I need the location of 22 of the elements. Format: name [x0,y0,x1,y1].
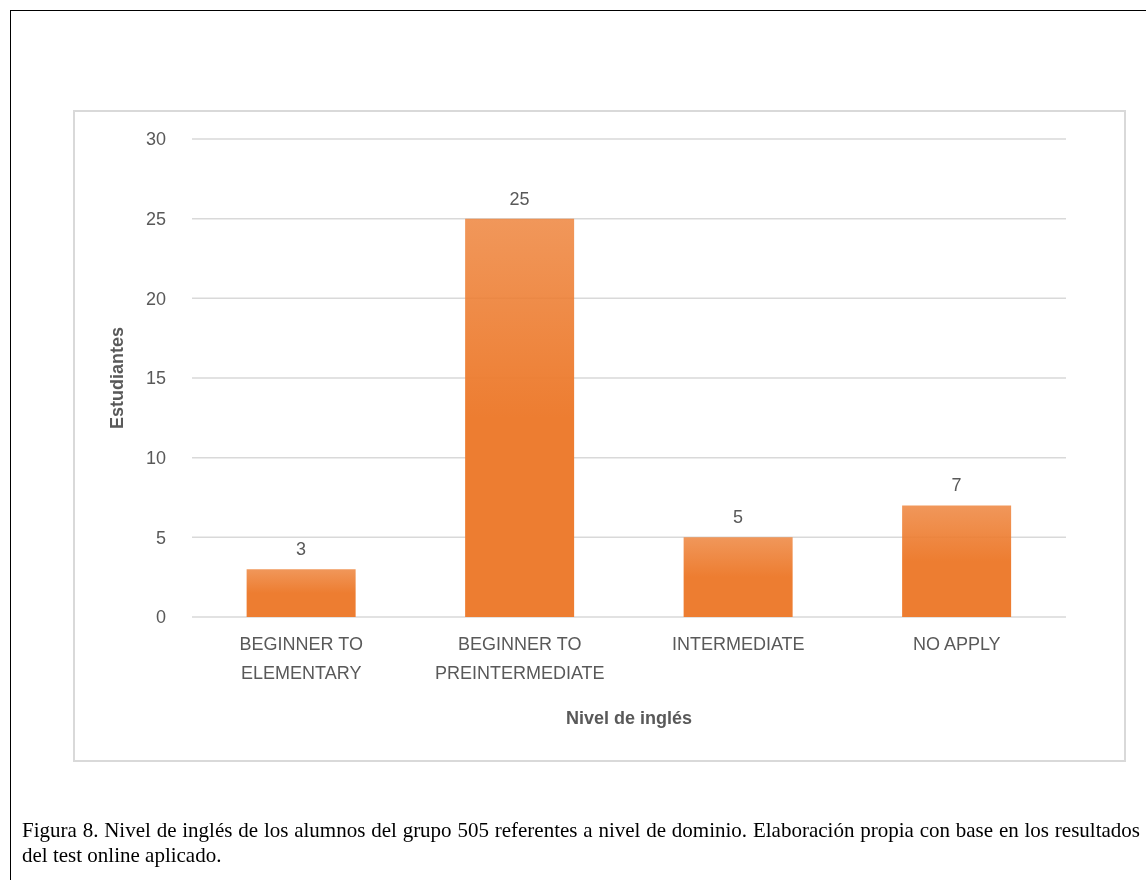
data-label: 5 [733,507,744,528]
data-label: 7 [951,475,962,496]
y-tick-label: 10 [145,448,166,469]
data-label: 3 [296,539,307,560]
text: Figura 8. Nivel de inglés de los alumnos del grupo 505 referentes a nivel de dominio. Elaboración propia con base en los resultados del test online aplicado. [22,818,1140,868]
y-tick-label: 15 [145,368,166,389]
bar [246,569,356,617]
y-tick-label: 5 [155,527,166,548]
x-tick-label: INTERMEDIATE [671,633,805,654]
y-tick-label: 30 [145,129,166,150]
x-tick-label: NO APPLY [912,633,1001,654]
y-tick-label: 25 [145,209,166,230]
x-axis-title: Nivel de inglés [565,708,693,728]
x-tick-label: BEGINNER TO ELEMENTARY [239,633,363,683]
bar [683,537,793,617]
bar [902,505,1012,617]
data-label: 25 [509,188,530,209]
bar [465,218,575,617]
y-tick-label: 20 [145,288,166,309]
y-tick-label: 0 [155,607,166,628]
y-axis-title: Estudiantes [107,326,128,430]
x-tick-label: BEGINNER TO PREINTERMEDIATE [434,633,605,683]
